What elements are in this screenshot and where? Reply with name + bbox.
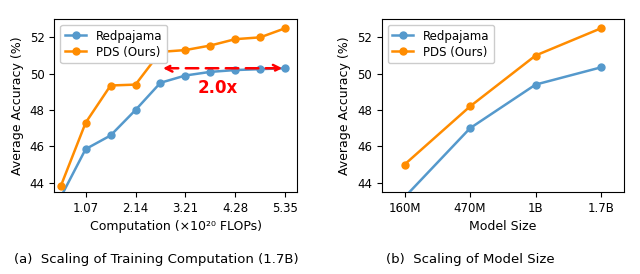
PDS (Ours)	[132, 83, 140, 86]
Redpajama	[401, 196, 408, 199]
PDS (Ours)	[257, 36, 264, 39]
Redpajama	[257, 67, 264, 71]
Line: Redpajama: Redpajama	[57, 65, 289, 201]
Redpajama	[282, 67, 289, 70]
PDS (Ours)	[532, 54, 540, 57]
Redpajama	[82, 147, 90, 151]
Text: (b)  Scaling of Model Size: (b) Scaling of Model Size	[386, 253, 555, 266]
Text: 2.0x: 2.0x	[197, 79, 237, 97]
PDS (Ours)	[466, 105, 474, 108]
Redpajama	[57, 196, 65, 199]
PDS (Ours)	[282, 27, 289, 30]
X-axis label: Model Size: Model Size	[469, 220, 536, 233]
Line: PDS (Ours): PDS (Ours)	[57, 25, 289, 190]
Redpajama	[466, 127, 474, 130]
X-axis label: Computation (×10²⁰ FLOPs): Computation (×10²⁰ FLOPs)	[90, 220, 262, 233]
Legend: Redpajama, PDS (Ours): Redpajama, PDS (Ours)	[387, 25, 494, 64]
Redpajama	[132, 109, 140, 112]
PDS (Ours)	[157, 50, 164, 53]
Redpajama	[107, 134, 115, 137]
Legend: Redpajama, PDS (Ours): Redpajama, PDS (Ours)	[60, 25, 167, 64]
Redpajama	[532, 83, 540, 86]
Line: Redpajama: Redpajama	[401, 64, 605, 201]
PDS (Ours)	[401, 163, 408, 166]
Redpajama	[597, 66, 605, 69]
Redpajama	[207, 70, 214, 73]
Redpajama	[182, 74, 189, 77]
PDS (Ours)	[57, 185, 65, 188]
Redpajama	[232, 68, 239, 72]
Redpajama	[157, 81, 164, 84]
Line: PDS (Ours): PDS (Ours)	[401, 25, 605, 168]
PDS (Ours)	[597, 27, 605, 30]
Text: (a)  Scaling of Training Computation (1.7B): (a) Scaling of Training Computation (1.7…	[15, 253, 299, 266]
PDS (Ours)	[82, 121, 90, 124]
PDS (Ours)	[107, 84, 115, 87]
Y-axis label: Average Accuracy (%): Average Accuracy (%)	[339, 36, 351, 175]
PDS (Ours)	[232, 38, 239, 41]
PDS (Ours)	[182, 48, 189, 52]
PDS (Ours)	[207, 44, 214, 47]
Y-axis label: Average Accuracy (%): Average Accuracy (%)	[11, 36, 24, 175]
